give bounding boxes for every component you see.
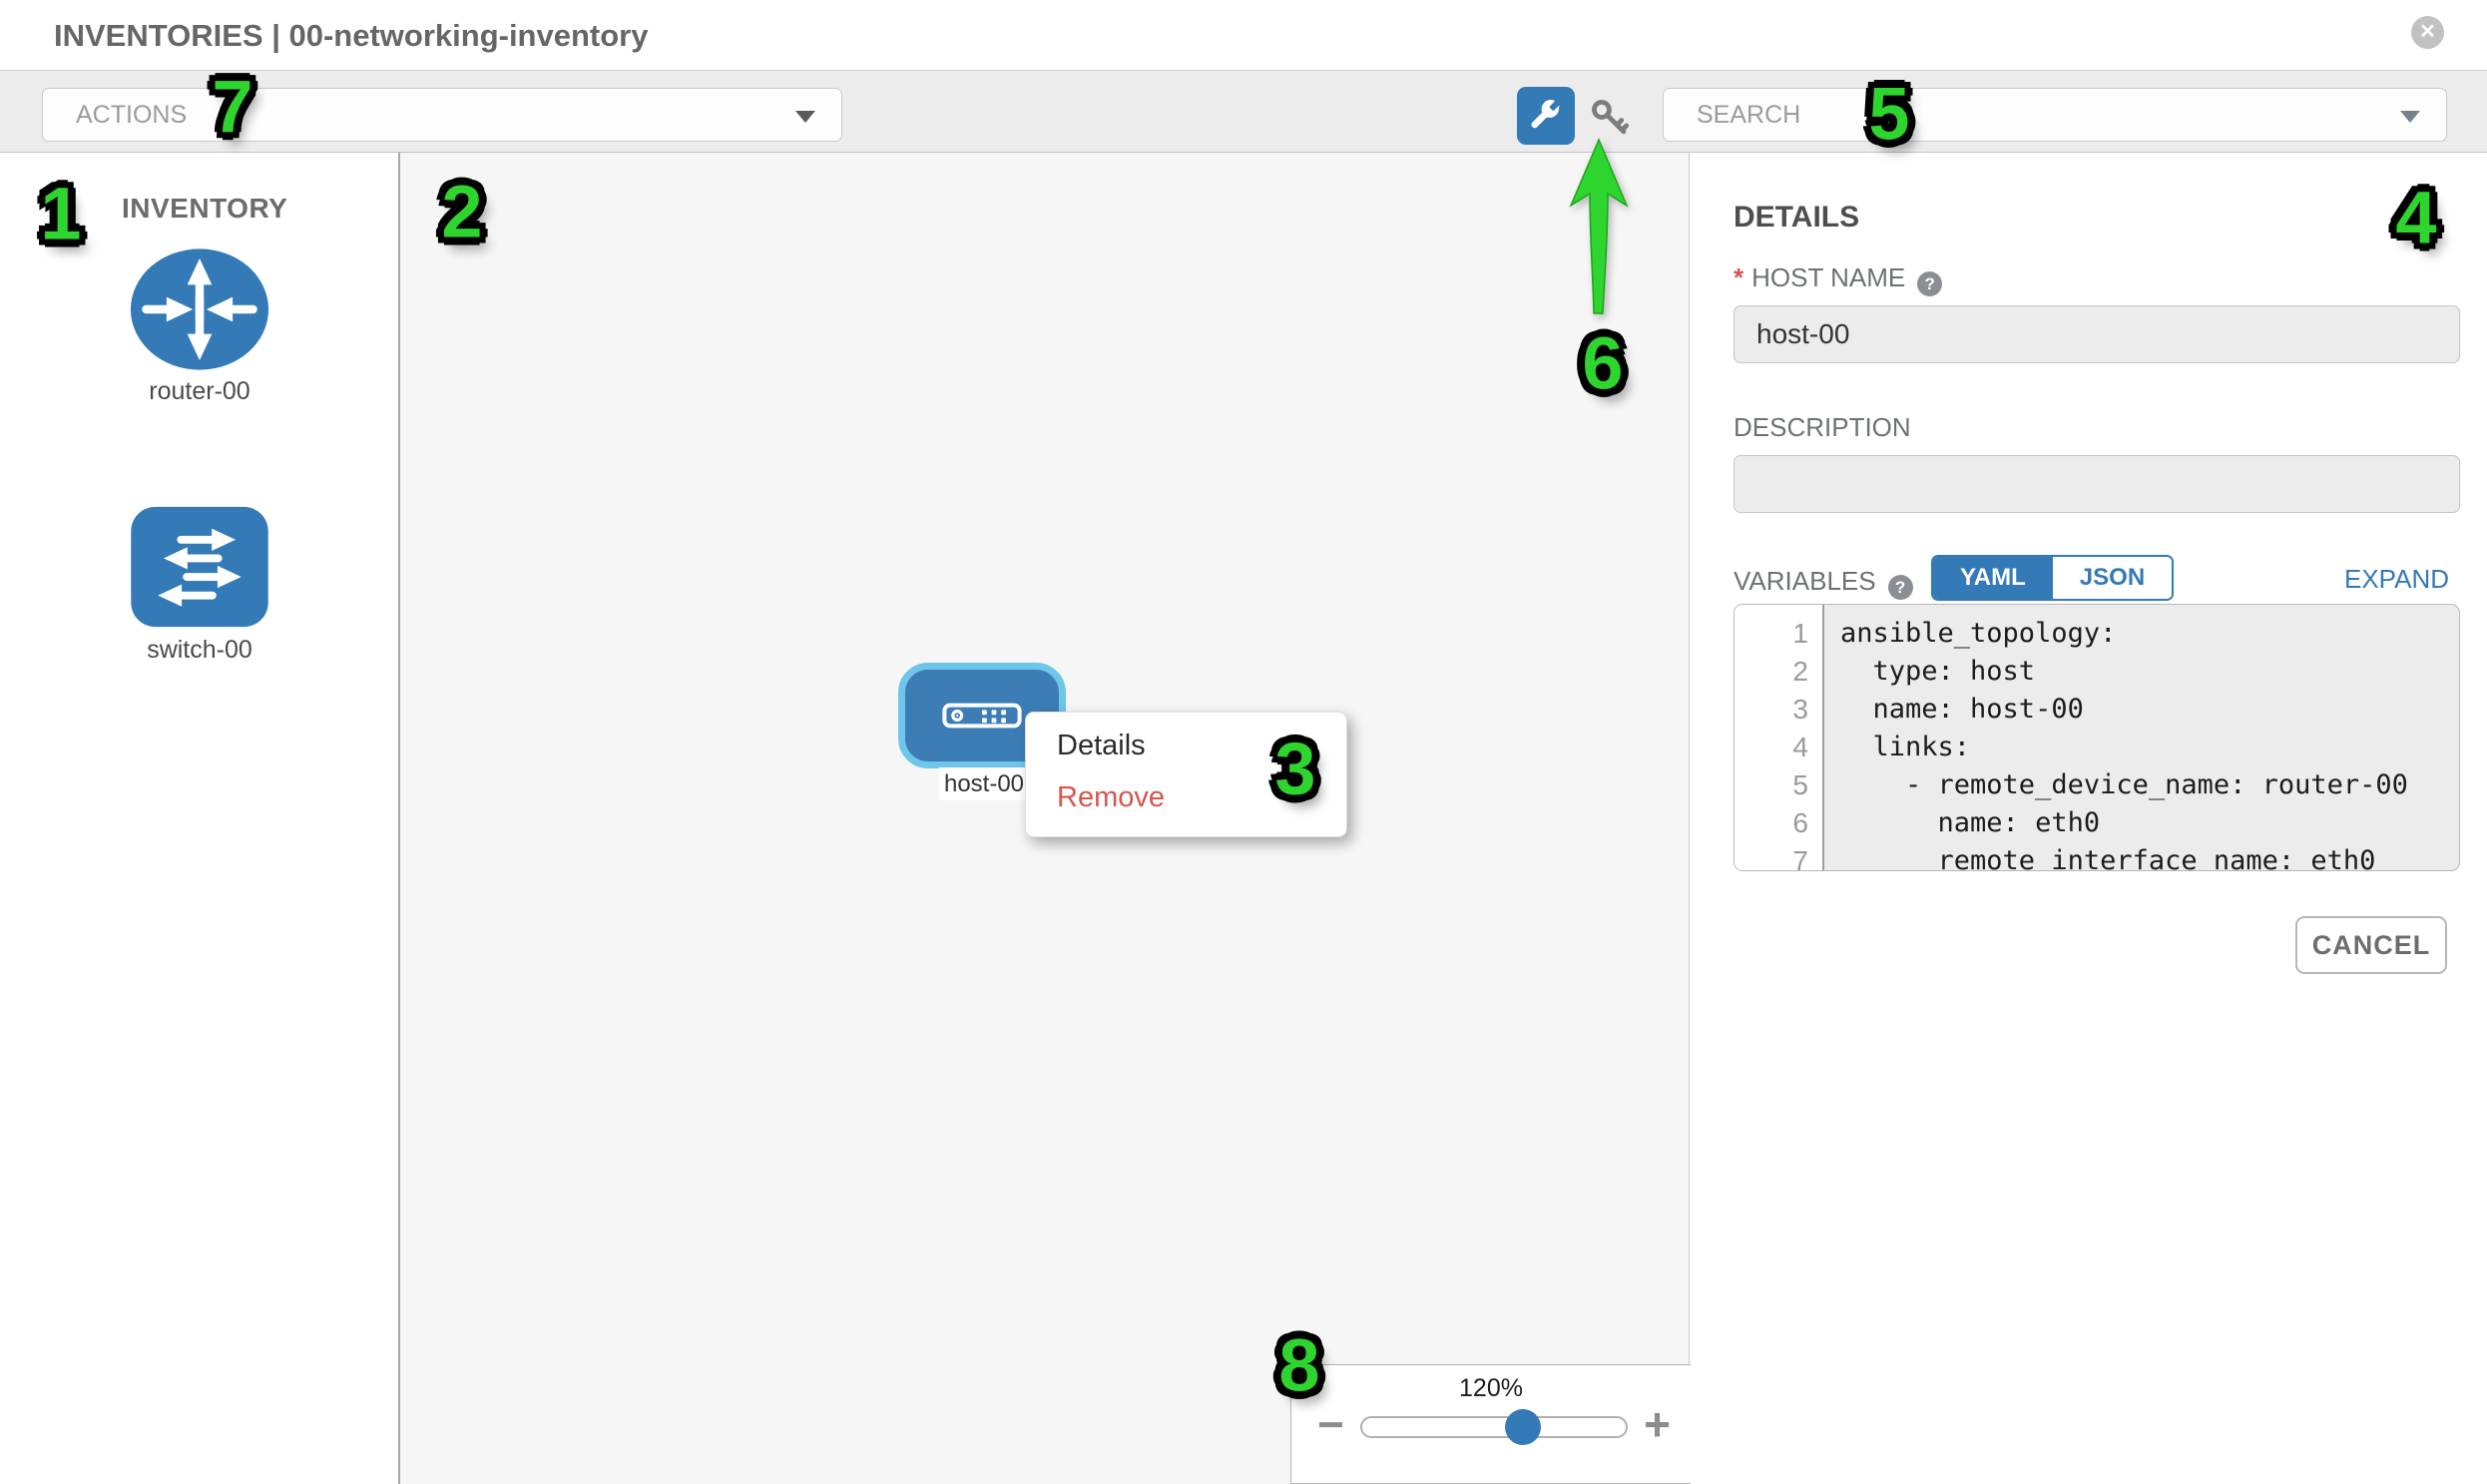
actions-dropdown[interactable]: ACTIONS bbox=[42, 88, 842, 142]
node-context-menu: Details Remove bbox=[1025, 712, 1347, 837]
header-bar: INVENTORIES | 00-networking-inventory ✕ bbox=[0, 0, 2487, 71]
palette-item-switch[interactable]: switch-00 bbox=[128, 504, 271, 665]
variables-format-toggle: YAML JSON bbox=[1931, 555, 2175, 601]
host-name-input[interactable]: host-00 bbox=[1734, 305, 2460, 363]
zoom-in-button[interactable]: + bbox=[1644, 1398, 1671, 1450]
router-icon bbox=[129, 247, 270, 371]
switch-icon bbox=[128, 504, 271, 630]
yaml-toggle-button[interactable]: YAML bbox=[1933, 557, 2053, 599]
inventory-palette-sidebar: INVENTORY router-00 bbox=[0, 153, 400, 1484]
required-marker: * bbox=[1734, 262, 1744, 292]
expand-link[interactable]: EXPAND bbox=[2344, 564, 2449, 594]
toolbar: ACTIONS bbox=[0, 71, 2487, 153]
page-title: INVENTORIES | 00-networking-inventory bbox=[54, 18, 649, 53]
host-name-label: * HOST NAME? bbox=[1734, 262, 1943, 296]
variables-label: VARIABLES? bbox=[1734, 566, 1913, 600]
details-panel: DETAILS * HOST NAME? host-00 DESCRIPTION … bbox=[1691, 153, 2487, 1484]
context-menu-item-remove[interactable]: Remove bbox=[1057, 781, 1165, 813]
editor-line: 5 - remote_device_name: router-00 bbox=[1735, 766, 2459, 804]
json-toggle-button[interactable]: JSON bbox=[2052, 557, 2173, 599]
context-menu-item-details[interactable]: Details bbox=[1057, 730, 1146, 761]
host-node-label: host-00 bbox=[939, 767, 1029, 800]
editor-line: 6 name: eth0 bbox=[1735, 804, 2459, 842]
zoom-slider-thumb[interactable] bbox=[1505, 1409, 1541, 1445]
host-icon bbox=[942, 703, 1022, 729]
palette-item-label: router-00 bbox=[149, 377, 250, 405]
editor-line: 3 name: host-00 bbox=[1735, 691, 2459, 729]
toolbar-wrench-button[interactable] bbox=[1517, 87, 1575, 145]
editor-line: 1 ansible_topology: bbox=[1735, 615, 2459, 653]
palette-item-router[interactable]: router-00 bbox=[129, 247, 270, 406]
zoom-control: 120% − + bbox=[1290, 1364, 1692, 1484]
chevron-down-icon bbox=[2400, 111, 2420, 123]
wrench-icon bbox=[1530, 100, 1562, 132]
actions-dropdown-label: ACTIONS bbox=[76, 101, 188, 129]
variables-editor[interactable]: 1 ansible_topology: 2 type: host 3 name:… bbox=[1734, 604, 2460, 871]
toolbar-key-button[interactable] bbox=[1587, 95, 1633, 141]
editor-line: 2 type: host bbox=[1735, 653, 2459, 691]
chevron-down-icon bbox=[795, 111, 815, 123]
zoom-slider-track[interactable] bbox=[1360, 1409, 1628, 1445]
help-icon[interactable]: ? bbox=[1917, 271, 1943, 296]
key-icon bbox=[1588, 96, 1632, 140]
search-dropdown-label: SEARCH bbox=[1697, 101, 1801, 129]
cancel-button[interactable]: CANCEL bbox=[2295, 916, 2447, 974]
zoom-out-button[interactable]: − bbox=[1317, 1398, 1344, 1450]
description-input[interactable] bbox=[1734, 455, 2460, 513]
details-heading: DETAILS bbox=[1734, 201, 1860, 234]
close-button[interactable]: ✕ bbox=[2411, 16, 2444, 49]
sidebar-heading: INVENTORY bbox=[122, 193, 288, 224]
search-dropdown[interactable]: SEARCH bbox=[1663, 88, 2447, 142]
palette-item-label: switch-00 bbox=[147, 636, 252, 664]
help-icon[interactable]: ? bbox=[1887, 575, 1913, 600]
editor-line: 7 remote_interface_name: eth0 bbox=[1735, 842, 2459, 870]
zoom-level-value: 120% bbox=[1459, 1374, 1523, 1402]
close-icon: ✕ bbox=[2419, 21, 2436, 43]
topology-canvas[interactable]: host-00 Details Remove 120% − + bbox=[400, 153, 1692, 1484]
editor-line: 4 links: bbox=[1735, 729, 2459, 766]
description-label: DESCRIPTION bbox=[1734, 412, 1911, 442]
